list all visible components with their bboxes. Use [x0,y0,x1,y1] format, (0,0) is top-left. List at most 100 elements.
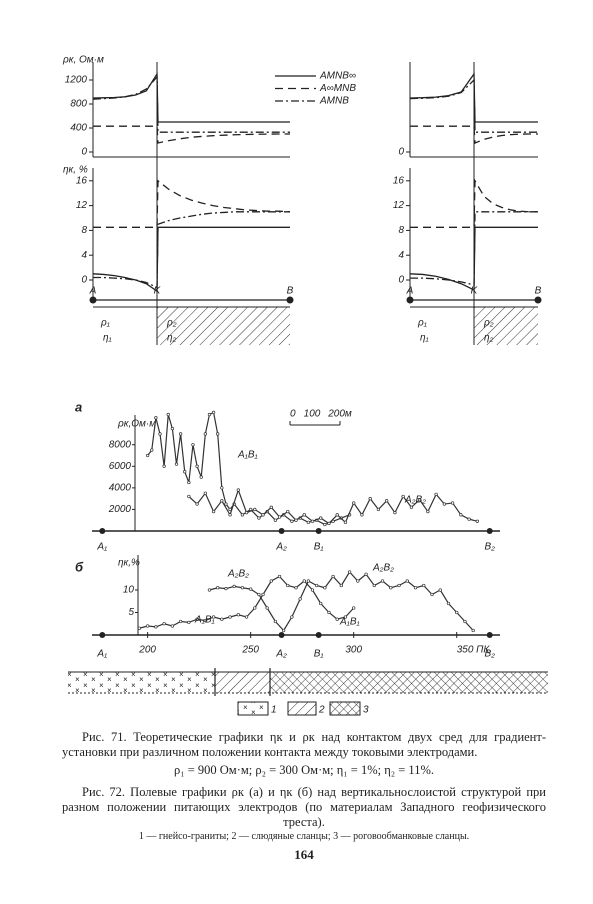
curve [409,226,538,291]
y-tick-label: 800 [70,99,87,110]
page-number: 164 [294,847,314,862]
point [228,513,232,517]
curve-label: A₂B₂ [227,569,249,580]
point [281,628,286,633]
electrode-label: B₂ [484,649,495,660]
medium-label: η₁ [420,333,429,344]
point [356,579,360,583]
point [203,618,207,623]
caption: Рис. 72. Полевые графики ρк (а) и ηк (б)… [62,785,546,829]
point [417,498,422,502]
point [409,505,414,509]
point [257,592,261,597]
curve-label: A₂B₂ [404,495,426,506]
point [463,619,467,624]
axis-title: ρк, Ом·м [62,55,104,66]
point [389,586,393,590]
point [261,592,265,597]
x-tick-label: 350 ПК. [457,645,492,656]
curve-label: A₁B₁ [194,615,215,626]
point [294,518,298,522]
point [220,499,224,503]
point [273,619,278,624]
point [187,480,191,485]
electrode [315,528,322,534]
point [216,432,220,436]
medium-label: ρ₂ [166,318,177,329]
point [372,583,376,588]
point [405,579,409,583]
x-tick-label: 250 [241,645,259,656]
electrode-label: A₁ [96,649,107,660]
point [244,511,249,515]
point [314,583,319,588]
medium-label: ρ₁ [417,318,427,329]
point [249,587,253,591]
point [261,513,265,517]
point [170,426,175,431]
point [228,615,232,619]
point [290,519,294,523]
point [236,613,240,617]
y-tick-label: 400 [70,123,87,134]
curve [93,125,290,144]
point [471,628,475,633]
x-tick-label: 200 [138,645,156,656]
point [467,517,471,521]
point [203,491,207,495]
legend-label: A∞MNB [319,83,356,94]
y-tick-label: 0 [81,275,87,286]
y-tick-label: 4000 [109,483,132,494]
hatched-medium [474,307,538,345]
point [236,488,240,492]
point [216,586,220,590]
point [413,586,418,590]
point-label: A [406,286,414,297]
point [273,518,278,522]
point [422,583,426,588]
point [240,513,245,517]
point [319,601,323,606]
point [174,462,179,466]
point [327,521,331,526]
point [302,513,306,517]
y-tick-label: 12 [76,200,88,211]
point [352,501,356,505]
curve [409,78,538,133]
point [302,579,306,583]
y-tick-label: 6000 [109,461,132,472]
point [253,606,257,610]
axis-title: ρк,Ом·м [117,419,156,430]
point [310,588,315,592]
point [475,519,479,523]
point [224,502,228,506]
electrode [534,296,542,304]
point [380,579,385,583]
curve [92,75,290,133]
point [183,470,187,474]
point-label: K [154,286,162,297]
point [442,502,447,506]
electrode-label: A₂ [275,542,287,553]
point [364,572,368,576]
point [154,625,158,629]
point [187,494,191,499]
electrode [89,296,97,304]
point [244,615,249,619]
curve [410,178,538,228]
point [446,601,451,606]
point [401,494,405,499]
point [269,579,273,583]
curve [410,125,538,144]
y-tick-label: 0 [81,147,87,158]
electrode [99,632,106,638]
y-tick-label: 12 [393,200,405,211]
medium-label: η₂ [484,333,494,344]
y-tick-label: 8000 [109,439,132,450]
electrode [99,528,106,534]
electrode-label: A₂ [275,649,287,660]
point [158,432,162,436]
point [352,606,356,610]
y-tick-label: 0 [398,147,404,158]
point [360,513,364,517]
